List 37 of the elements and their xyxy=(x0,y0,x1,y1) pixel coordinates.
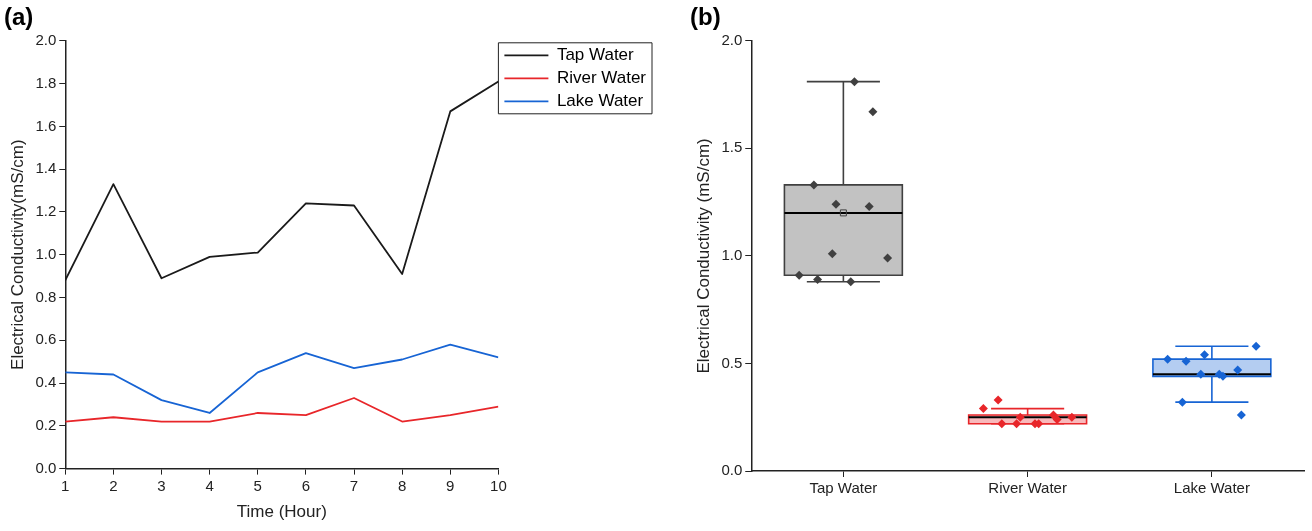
y-tick-label: 1.4 xyxy=(35,159,57,177)
x-tick-label: River Water xyxy=(988,479,1067,497)
y-tick-label: 1.8 xyxy=(35,73,57,91)
legend-label: Tap Water xyxy=(556,44,635,64)
x-tick-label: 3 xyxy=(157,476,166,494)
y-tick-label: 0.4 xyxy=(35,373,57,391)
y-tick-label: 1.5 xyxy=(721,138,743,156)
y-tick-label: 2.0 xyxy=(721,30,743,48)
x-tick-label: 7 xyxy=(349,476,359,494)
y-tick-label: 0.6 xyxy=(35,330,57,348)
y-axis-title: Electrical Conductivity (mS/cm) xyxy=(693,138,713,374)
y-tick-label: 0.2 xyxy=(35,415,57,433)
y-tick-label: 0.0 xyxy=(35,458,57,476)
legend-label: River Water xyxy=(556,67,647,87)
chart-title: (b) xyxy=(690,3,721,31)
x-tick-label: 9 xyxy=(446,476,455,494)
x-tick-label: 1 xyxy=(61,476,70,494)
y-tick-label: 1.0 xyxy=(721,246,743,264)
x-axis-title: Time (Hour) xyxy=(236,502,327,522)
x-tick-label: Lake Water xyxy=(1173,479,1250,497)
x-tick-label: 6 xyxy=(301,476,311,494)
x-tick-label: 8 xyxy=(397,476,407,494)
chart-title: (a) xyxy=(4,3,34,31)
x-tick-label: 10 xyxy=(490,476,507,494)
y-tick-label: 1.0 xyxy=(35,244,57,262)
y-tick-label: 1.2 xyxy=(35,202,57,220)
legend-label: Lake Water xyxy=(556,90,644,110)
x-tick-label: 5 xyxy=(253,476,262,494)
y-tick-label: 2.0 xyxy=(35,30,57,48)
x-tick-label: 2 xyxy=(109,476,118,494)
y-tick-label: 0.8 xyxy=(35,287,57,305)
x-tick-label: 4 xyxy=(205,476,214,494)
y-tick-label: 0.0 xyxy=(721,461,743,479)
y-axis-title: Electrical Conductivity(mS/cm) xyxy=(7,139,27,370)
y-tick-label: 1.6 xyxy=(35,116,57,134)
x-tick-label: Tap Water xyxy=(809,479,878,497)
y-tick-label: 0.5 xyxy=(721,353,743,371)
